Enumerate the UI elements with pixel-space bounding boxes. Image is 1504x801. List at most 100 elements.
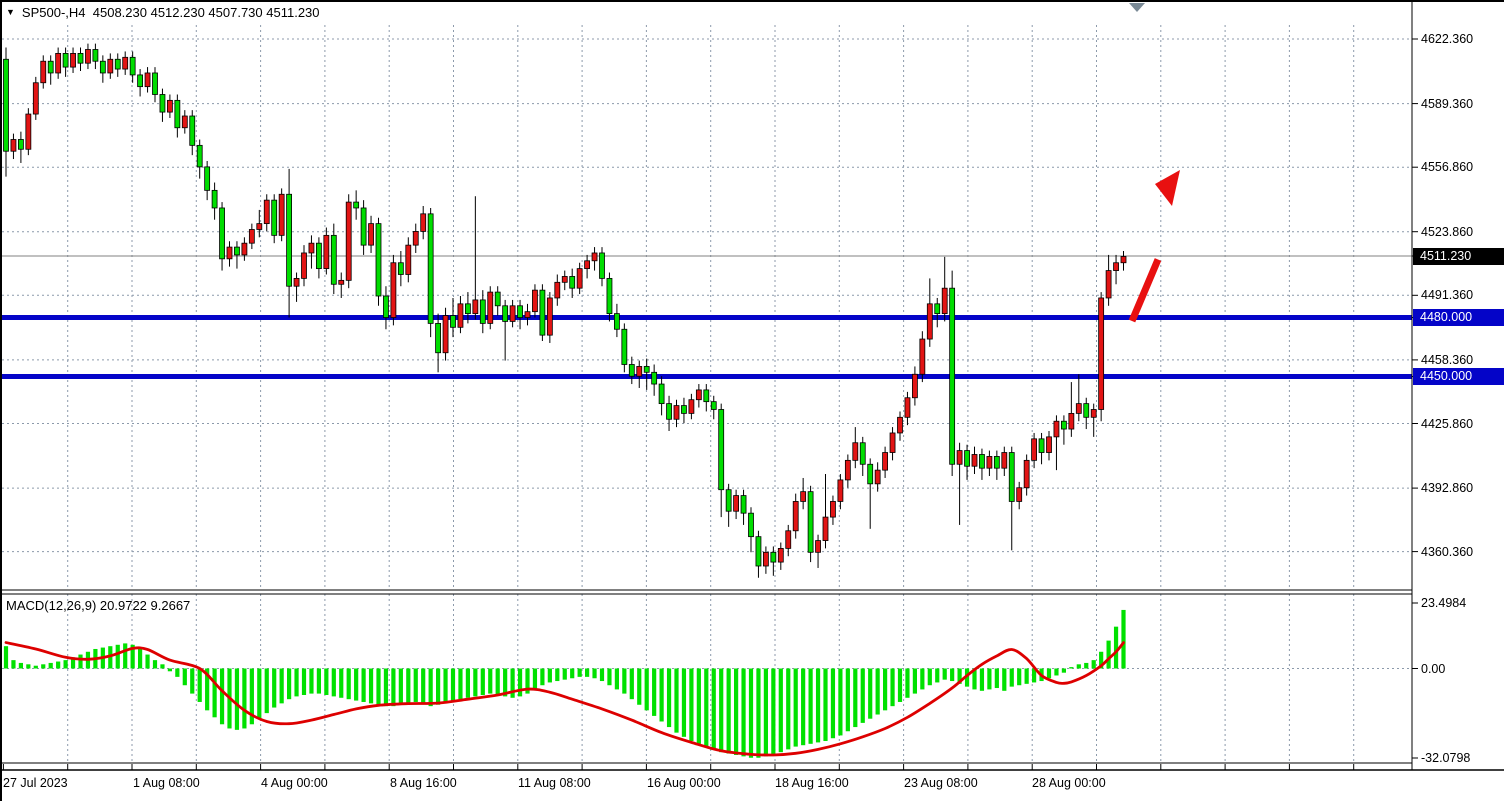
- time-axis-label: 28 Aug 00:00: [1032, 776, 1106, 790]
- candle: [368, 215, 374, 253]
- candle: [792, 493, 799, 539]
- macd-bar: [264, 668, 269, 714]
- candle: [748, 507, 754, 553]
- macd-bar: [838, 668, 843, 736]
- window-left-border: [0, 0, 2, 801]
- candle: [897, 411, 903, 441]
- macd-bar: [1032, 668, 1037, 683]
- macd-bar: [316, 668, 321, 694]
- macd-bar: [592, 668, 597, 679]
- macd-bar: [339, 668, 344, 698]
- macd-bar: [398, 668, 403, 705]
- macd-bar: [771, 668, 776, 755]
- macd-bar: [652, 668, 657, 716]
- candle: [718, 403, 725, 518]
- candle: [964, 444, 970, 480]
- macd-bar: [681, 668, 687, 737]
- candle: [55, 47, 62, 79]
- candle: [517, 299, 523, 330]
- macd-bar: [726, 668, 731, 754]
- macd-bar: [428, 668, 433, 707]
- macd-bar: [33, 665, 38, 669]
- macd-bar: [376, 668, 381, 705]
- macd-bar: [950, 668, 955, 682]
- candle: [479, 290, 486, 334]
- price-axis-label: -32.0798: [1421, 751, 1471, 765]
- macd-bar: [599, 668, 605, 682]
- candle: [1113, 254, 1119, 285]
- macd-bar: [987, 668, 992, 690]
- macd-bar: [614, 668, 619, 690]
- macd-bar: [786, 668, 791, 750]
- candle: [427, 207, 434, 338]
- candle: [62, 47, 69, 77]
- macd-bar: [942, 668, 947, 680]
- macd-bar: [1121, 609, 1126, 669]
- candle: [122, 51, 129, 75]
- candle: [1105, 254, 1112, 306]
- candle: [1098, 292, 1105, 422]
- candle: [330, 223, 337, 295]
- time-axis-label: 18 Aug 16:00: [775, 776, 849, 790]
- macd-bar: [905, 668, 910, 698]
- candle: [576, 262, 583, 295]
- candle: [248, 223, 255, 250]
- macd-bar: [473, 668, 478, 697]
- ohlc-values: 4508.230 4512.230 4507.730 4511.230: [92, 5, 320, 20]
- macd-bar: [160, 664, 165, 669]
- candle: [546, 292, 553, 343]
- candle: [979, 448, 985, 480]
- macd-bar: [860, 668, 865, 723]
- macd-bar: [63, 660, 68, 669]
- price-axis-label: 4491.360: [1421, 288, 1474, 303]
- macd-bar: [644, 668, 649, 711]
- candle: [278, 188, 285, 242]
- candle: [196, 139, 203, 179]
- macd-bar: [868, 668, 873, 719]
- candle: [710, 395, 717, 420]
- macd-bar: [197, 668, 202, 702]
- candle: [487, 286, 494, 330]
- macd-bar: [964, 668, 970, 687]
- candle: [435, 313, 442, 373]
- price-axis-label: 4360.360: [1421, 544, 1474, 559]
- macd-bar: [1113, 626, 1119, 669]
- candle: [502, 299, 509, 361]
- candle: [301, 245, 307, 287]
- candle: [189, 110, 196, 156]
- macd-bar: [629, 668, 634, 700]
- macd-bar: [920, 668, 925, 690]
- macd-bar: [346, 668, 351, 700]
- macd-bar: [719, 668, 724, 753]
- macd-bar: [1054, 668, 1059, 676]
- candle: [174, 94, 181, 138]
- candle: [412, 223, 419, 253]
- candle: [651, 364, 658, 396]
- candle: [234, 241, 240, 269]
- macd-bar: [495, 668, 500, 695]
- candle: [628, 356, 635, 385]
- macd-bar: [18, 662, 23, 669]
- macd-bar: [659, 668, 664, 722]
- candle: [1075, 374, 1082, 422]
- symbol-dropdown-icon[interactable]: ▼: [6, 7, 15, 17]
- macd-bar: [622, 668, 627, 694]
- macd-bar: [41, 664, 46, 669]
- current-price-label: 4511.230: [1413, 247, 1504, 265]
- candle: [1061, 415, 1067, 445]
- time-axis-label: 8 Aug 16:00: [390, 776, 457, 790]
- candle: [353, 190, 360, 220]
- candle: [591, 247, 598, 271]
- macd-bar: [637, 668, 642, 705]
- macd-bar: [279, 668, 284, 704]
- candle: [561, 270, 568, 291]
- macd-bar: [272, 668, 277, 708]
- macd-bar: [391, 668, 396, 707]
- macd-bar: [1061, 668, 1066, 673]
- candle: [941, 256, 948, 322]
- candle: [323, 227, 330, 275]
- candle: [852, 427, 859, 469]
- macd-bar: [853, 668, 858, 728]
